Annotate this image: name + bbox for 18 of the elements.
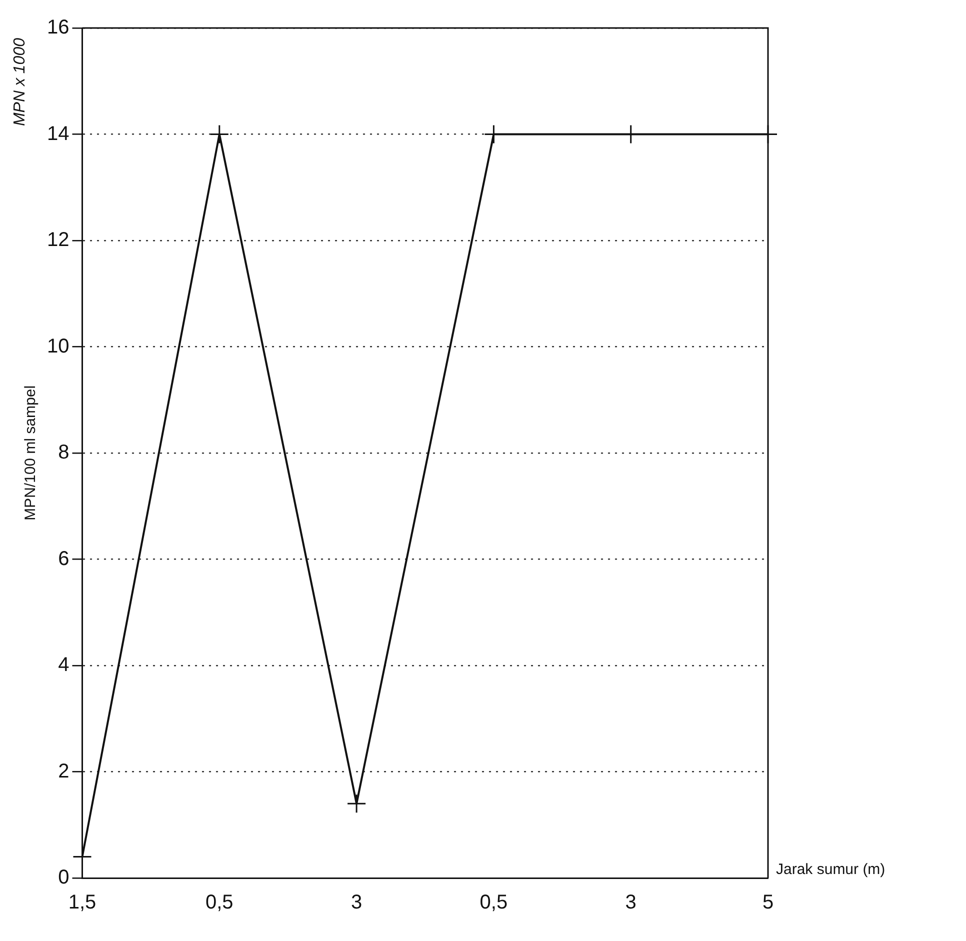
y-tick-label: 2 (58, 760, 70, 782)
x-tick-label: 3 (350, 892, 362, 914)
x-tick-label: 3 (625, 892, 636, 914)
x-tick-label: 0,5 (205, 892, 234, 914)
x-tick-label: 5 (762, 892, 774, 914)
y-tick-label: 12 (46, 229, 70, 252)
x-axis-title: Jarak sumur (m) (776, 861, 886, 878)
y-axis-title: MPN/100 ml sampel (22, 385, 40, 521)
text: MPN x 1000 (12, 38, 29, 126)
x-tick-label: 0,5 (480, 892, 508, 914)
y-tick-label: 14 (46, 122, 70, 145)
x-tick-label: 1,5 (68, 892, 96, 914)
y-tick-label: 0 (58, 866, 70, 889)
y-tick-label: 8 (58, 442, 70, 464)
y-tick-label: 16 (46, 16, 70, 39)
y-tick-label: 6 (58, 548, 70, 570)
y-tick-label: 4 (58, 654, 70, 676)
y-tick-label: 10 (46, 335, 70, 358)
